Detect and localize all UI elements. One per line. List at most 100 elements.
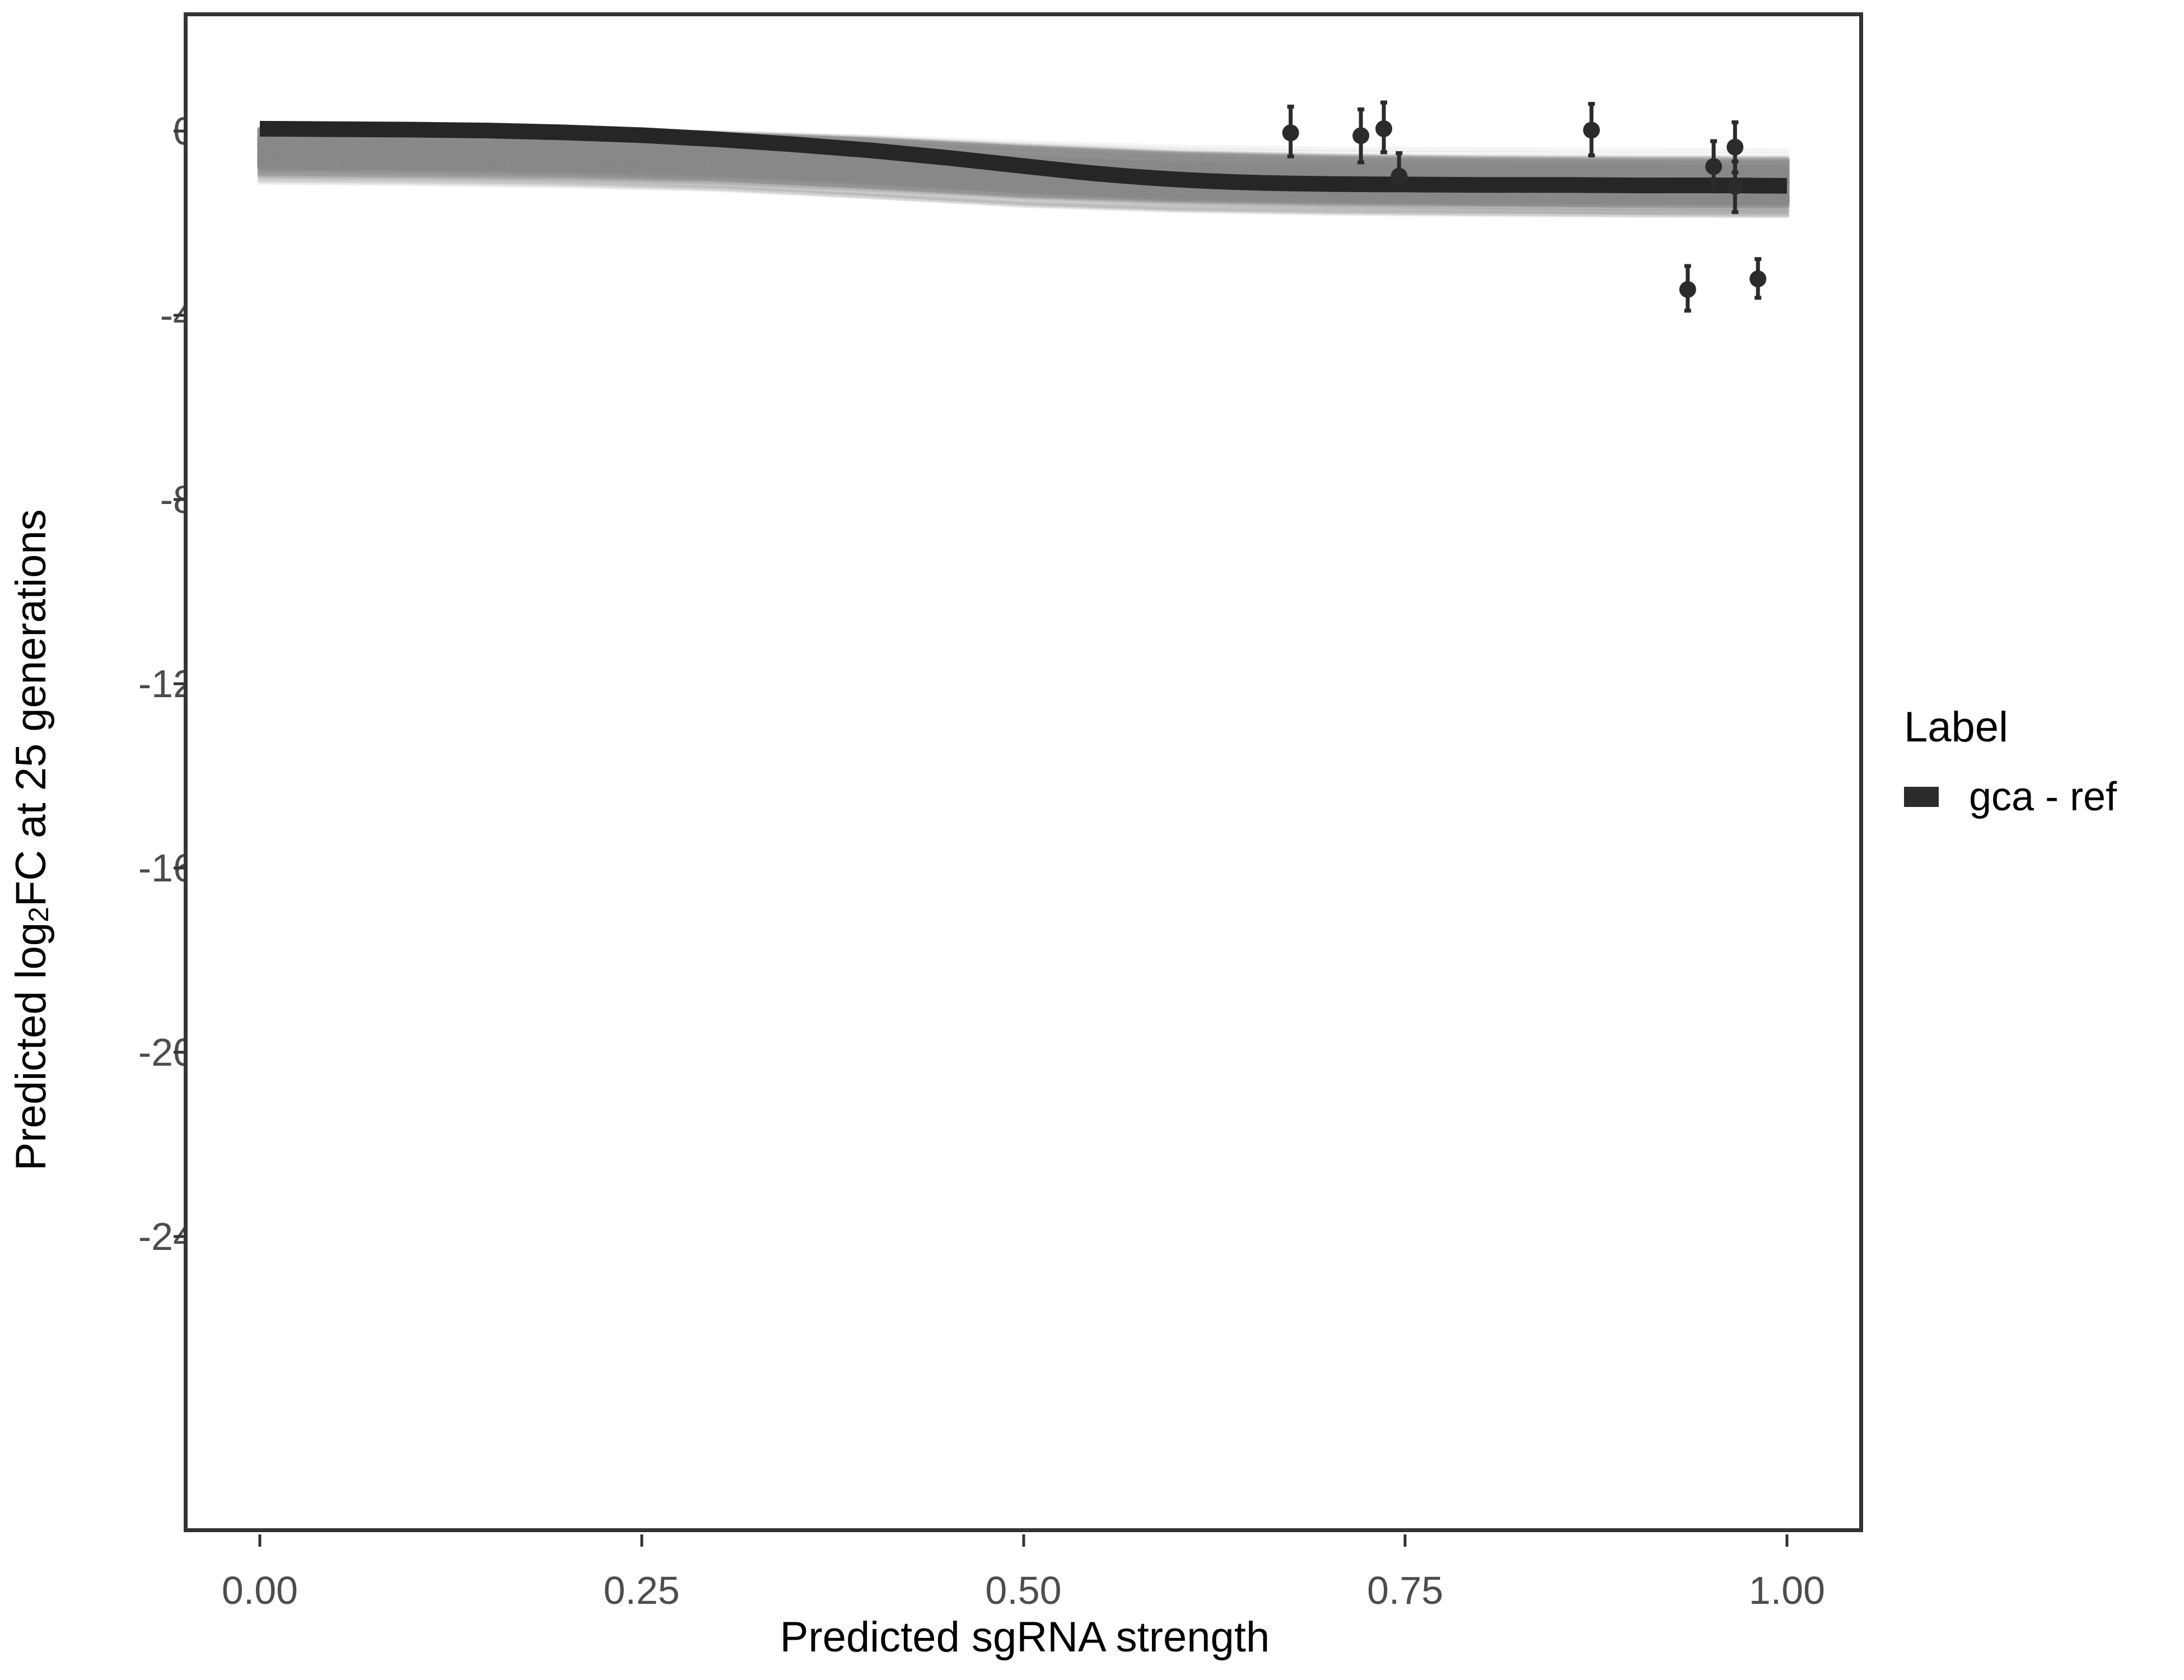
posterior-draw-line xyxy=(257,160,1790,204)
posterior-draw-line xyxy=(257,164,1790,211)
data-point-with-errorbar[interactable] xyxy=(1679,264,1696,313)
posterior-draw-line xyxy=(257,174,1790,204)
posterior-draw-line xyxy=(257,159,1790,201)
posterior-draw-line xyxy=(257,172,1790,217)
posterior-draw-line xyxy=(257,170,1790,205)
posterior-draw-line xyxy=(257,167,1790,203)
posterior-draw-line xyxy=(257,138,1790,165)
posterior-draw-line xyxy=(257,164,1790,202)
posterior-draw-line xyxy=(257,179,1790,219)
posterior-draw-line xyxy=(257,168,1790,204)
posterior-draw-line xyxy=(257,174,1790,212)
data-point-with-errorbar[interactable] xyxy=(1375,100,1393,155)
posterior-draw-line xyxy=(257,162,1790,200)
posterior-draw-line xyxy=(257,170,1790,217)
posterior-draw-line xyxy=(257,171,1790,208)
data-point-with-errorbar[interactable] xyxy=(1583,101,1600,158)
posterior-draw-line xyxy=(257,179,1790,218)
posterior-draw-line xyxy=(257,155,1790,198)
data-point-marker[interactable] xyxy=(1726,138,1744,156)
posterior-draw-line xyxy=(257,170,1790,212)
posterior-draw-line xyxy=(257,169,1790,201)
posterior-draw-line xyxy=(257,157,1790,200)
posterior-draw-line xyxy=(257,163,1790,209)
data-point-marker[interactable] xyxy=(1726,178,1744,195)
posterior-draw-line xyxy=(257,164,1790,207)
data-point-with-errorbar[interactable] xyxy=(1749,257,1767,300)
posterior-draw-line xyxy=(257,170,1790,213)
posterior-draw-line xyxy=(257,161,1790,204)
posterior-draw-line xyxy=(257,166,1790,199)
posterior-draw-line xyxy=(257,177,1790,214)
posterior-draw-line xyxy=(257,162,1790,208)
posterior-draw-line xyxy=(257,161,1790,198)
posterior-draw-line xyxy=(257,166,1790,199)
data-point-with-errorbar[interactable] xyxy=(1282,104,1299,158)
legend-item-label: gca - ref xyxy=(1969,774,2117,819)
posterior-draw-line xyxy=(257,162,1790,209)
posterior-draw-line xyxy=(257,162,1790,208)
data-point-marker[interactable] xyxy=(1749,270,1767,288)
y-tick-label: -8 xyxy=(160,478,195,521)
posterior-draw-line xyxy=(257,161,1790,201)
posterior-draw-line xyxy=(257,156,1790,202)
posterior-draw-line xyxy=(257,158,1790,204)
y-tick-mark xyxy=(174,129,185,133)
posterior-draw-line xyxy=(257,166,1790,201)
posterior-draw-line xyxy=(257,164,1790,206)
posterior-draw-line xyxy=(257,164,1790,202)
posterior-draw-line xyxy=(257,156,1790,199)
y-tick-mark xyxy=(174,1051,185,1054)
data-point-marker[interactable] xyxy=(1375,120,1393,137)
posterior-draw-line xyxy=(257,156,1790,199)
posterior-draw-line xyxy=(257,157,1790,197)
data-point-with-errorbar[interactable] xyxy=(1705,139,1723,194)
posterior-draw-line xyxy=(257,168,1790,206)
posterior-draw-line xyxy=(257,162,1790,202)
posterior-draw-line xyxy=(257,161,1790,204)
posterior-draw-line xyxy=(257,169,1790,213)
data-point-marker[interactable] xyxy=(1282,124,1299,142)
y-tick-mark xyxy=(174,498,185,501)
posterior-draw-line xyxy=(257,174,1790,218)
legend-title: Label xyxy=(1904,703,2008,751)
posterior-draw-line xyxy=(257,171,1790,213)
posterior-draw-line xyxy=(257,175,1790,215)
data-point-with-errorbar[interactable] xyxy=(1352,107,1370,165)
posterior-draw-line xyxy=(257,161,1790,204)
posterior-draw-line xyxy=(257,159,1790,206)
posterior-draw-line xyxy=(257,161,1790,204)
posterior-draw-line xyxy=(257,165,1790,205)
data-point-marker[interactable] xyxy=(1390,167,1408,185)
posterior-draw-line xyxy=(257,162,1790,206)
data-point-marker[interactable] xyxy=(1583,122,1600,139)
posterior-draw-line xyxy=(257,156,1790,198)
posterior-draw-line xyxy=(257,165,1790,206)
posterior-draw-line xyxy=(257,156,1790,202)
posterior-draw-line xyxy=(257,171,1790,204)
y-tick-mark xyxy=(174,682,185,685)
posterior-draw-line xyxy=(257,174,1790,214)
data-point-with-errorbar[interactable] xyxy=(1726,159,1744,214)
posterior-draw-line xyxy=(257,162,1790,197)
plot-panel[interactable] xyxy=(184,12,1863,1532)
posterior-draw-line xyxy=(257,177,1790,214)
x-tick-mark xyxy=(258,1534,262,1547)
data-point-marker[interactable] xyxy=(1705,158,1723,175)
data-point-marker[interactable] xyxy=(1679,281,1696,298)
posterior-draw-line xyxy=(257,167,1790,206)
legend-item-gca-ref[interactable]: gca - ref xyxy=(1904,774,2167,820)
posterior-draw-line xyxy=(257,161,1790,200)
x-tick-mark xyxy=(1022,1534,1025,1547)
posterior-draw-line xyxy=(257,162,1790,197)
y-tick-mark xyxy=(174,866,185,870)
posterior-draw-line xyxy=(257,160,1790,206)
data-point-with-errorbar[interactable] xyxy=(1390,151,1408,185)
posterior-draw-line xyxy=(257,155,1790,200)
y-tick-label: 0 xyxy=(27,109,195,153)
posterior-draw-line xyxy=(257,157,1790,200)
posterior-draw-line xyxy=(257,153,1790,198)
posterior-draw-line xyxy=(257,169,1790,217)
data-point-marker[interactable] xyxy=(1352,127,1370,144)
posterior-draw-line xyxy=(257,158,1790,200)
